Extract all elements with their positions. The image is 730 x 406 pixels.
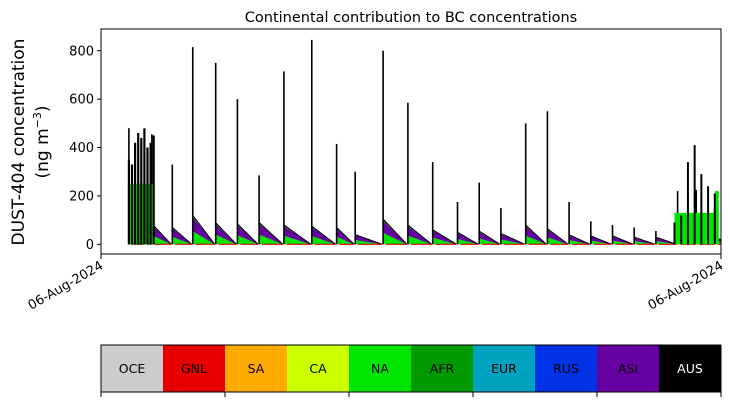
legend-swatch-gnl <box>163 345 226 392</box>
plot-frame <box>100 28 722 255</box>
area-outline-14 <box>432 229 457 245</box>
legend-swatch-rus <box>535 345 598 392</box>
area-na-17 <box>500 239 525 245</box>
legend-label-afr: AFR <box>430 361 455 376</box>
area-na-16 <box>479 238 500 245</box>
area-outline-12 <box>382 218 408 245</box>
area-outline-18 <box>525 224 547 245</box>
area-na-7 <box>259 234 283 245</box>
area-na-24 <box>655 241 677 245</box>
legend-swatch-asi <box>597 345 660 392</box>
area-na-18 <box>525 235 547 245</box>
area-na-20 <box>569 239 590 245</box>
area-outline-8 <box>283 224 312 245</box>
x-tick-label-0: 06-Aug-2024 <box>26 258 106 313</box>
area-outline-4 <box>192 214 216 245</box>
plot-area <box>100 28 722 255</box>
area-outline-6 <box>237 223 259 245</box>
legend-swatch-eur <box>473 345 536 392</box>
area-na-5 <box>215 234 237 245</box>
y-axis-label-line2: (ng m−3) <box>31 105 53 178</box>
area-na-11 <box>355 239 383 245</box>
y-axis-unit-exponent: −3 <box>31 112 44 128</box>
area-outline-15 <box>457 231 479 245</box>
legend-label-asi: ASI <box>618 361 638 376</box>
area-na-23 <box>634 241 655 245</box>
legend-label-sa: SA <box>248 361 265 376</box>
y-tick-label-2: 400 <box>69 141 94 156</box>
area-outline-20 <box>568 234 591 245</box>
area-na-2 <box>151 235 172 245</box>
legend-label-aus: AUS <box>677 361 703 376</box>
legend-swatch-sa <box>225 345 288 392</box>
y-tick-label-3: 600 <box>69 93 94 108</box>
area-outline-23 <box>634 236 656 245</box>
region-color-legend: OCE GNL SA CA NA AFR EUR RUS ASI AUS <box>100 344 722 397</box>
y-tick-label-1: 200 <box>69 189 94 204</box>
y-axis-unit-suffix: ) <box>33 105 53 112</box>
legend-swatch-oce <box>101 345 164 392</box>
area-outline-7 <box>258 222 284 245</box>
y-axis: 0 200 400 600 800 <box>69 44 101 253</box>
area-outline-19 <box>547 228 569 245</box>
x-tick-label-1: 06-Aug-2024 <box>646 258 726 313</box>
area-outline-16 <box>478 230 501 245</box>
legend-frame <box>100 344 722 393</box>
area-na-22 <box>612 240 634 245</box>
y-tick-label-0: 0 <box>86 238 94 253</box>
y-axis-unit-prefix: (ng m <box>33 128 53 178</box>
x-axis: 06-Aug-2024 06-Aug-2024 <box>26 254 726 314</box>
y-axis-label-line1: DUST-404 concentration <box>9 39 29 246</box>
area-na-9 <box>311 236 336 245</box>
area-outline-9 <box>311 225 336 245</box>
legend-swatch-afr <box>411 345 474 392</box>
area-outline-3 <box>171 227 193 245</box>
area-na-19 <box>547 237 569 245</box>
end-block-tail <box>714 191 719 245</box>
area-outline-21 <box>590 235 612 245</box>
y-axis-label: DUST-404 concentration (ng m−3) <box>9 39 53 246</box>
chart-title: Continental contribution to BC concentra… <box>245 10 577 26</box>
area-na-15 <box>457 238 479 245</box>
area-outline-13 <box>407 224 433 245</box>
legend-swatch-na <box>349 345 412 392</box>
area-outline-17 <box>500 232 525 245</box>
area-outline-24 <box>655 236 677 245</box>
area-na-21 <box>590 240 612 245</box>
plot-series-group <box>127 39 721 245</box>
legend-label-na: NA <box>371 361 389 376</box>
area-na-6 <box>237 235 259 245</box>
y-tick-label-4: 800 <box>69 44 94 59</box>
legend-label-gnl: GNL <box>181 361 207 376</box>
legend-label-ca: CA <box>309 361 327 376</box>
area-outline-11 <box>355 234 383 245</box>
area-na-8 <box>283 235 311 245</box>
area-outline-22 <box>612 235 634 245</box>
area-outline-10 <box>336 227 355 245</box>
area-na-13 <box>407 235 432 245</box>
area-outline-5 <box>215 222 237 245</box>
legend-label-eur: EUR <box>491 361 517 376</box>
area-na-10 <box>336 236 355 245</box>
legend-swatch-aus <box>659 345 722 392</box>
area-outline-2 <box>151 223 172 245</box>
legend-label-oce: OCE <box>119 361 146 376</box>
legend-label-rus: RUS <box>553 361 579 376</box>
legend-swatch-ca <box>287 345 350 392</box>
